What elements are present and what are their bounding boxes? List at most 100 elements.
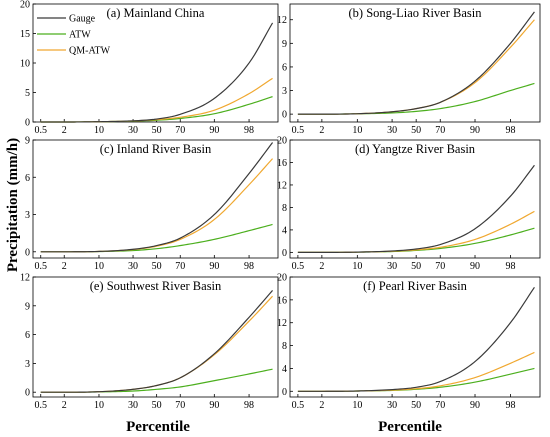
y-tick-label: 12 [20,273,30,284]
x-tick-label: 50 [152,125,162,136]
plot-frame [32,139,279,259]
y-tick-label: 15 [20,29,30,40]
x-tick-label: 98 [505,125,515,136]
x-tick-label: 0.5 [34,261,47,272]
series-line-gauge [40,142,274,253]
x-tick-label: 70 [435,400,445,411]
series-line-qm-atw [297,351,535,392]
panel-title: (b) Song-Liao River Basin [349,6,483,20]
x-tick-label: 2 [319,400,324,411]
x-tick-label: 50 [411,261,421,272]
y-tick-label: 3 [25,210,30,221]
series-line-gauge [297,164,535,253]
x-tick-label: 10 [352,261,362,272]
panel-6: (f) Pearl River Basin 0.5 2 10 30 50 70 90 98 0 4 8… [277,273,541,411]
legend-label-atw: ATW [69,30,91,41]
y-tick-label: 8 [282,203,287,214]
panel-3: (c) Inland River Basin 0.5 2 10 30 50 70 90 98 0 3… [25,136,279,272]
plot-frame [289,276,541,398]
y-tick-label: 3 [25,359,30,370]
x-tick-label: 30 [387,261,397,272]
x-tick-label: 10 [94,125,104,136]
x-tick-label: 98 [505,400,515,411]
x-tick-label: 30 [128,125,138,136]
x-tick-label: 98 [505,261,515,272]
series-line-atw [40,368,273,393]
x-tick-label: 2 [319,261,324,272]
y-tick-label: 4 [282,225,287,236]
y-tick-label: 6 [282,62,287,73]
x-tick-label: 2 [62,125,67,136]
panel-title: (f) Pearl River Basin [363,279,468,293]
plot-frame [32,276,279,398]
x-axis-title-right: Percentile [378,419,442,435]
x-tick-label: 10 [94,261,104,272]
x-tick-label: 30 [128,261,138,272]
panel-title: (c) Inland River Basin [100,142,212,156]
y-tick-label: 16 [277,158,287,169]
x-tick-label: 70 [175,261,185,272]
x-tick-label: 30 [387,400,397,411]
x-tick-label: 50 [411,125,421,136]
series-line-atw [297,82,535,115]
panel-title: (e) Southwest River Basin [90,279,222,293]
x-tick-label: 30 [387,125,397,136]
x-tick-label: 10 [352,125,362,136]
y-axis-title: Precipitation (mm/h) [5,138,21,272]
y-tick-label: 6 [25,173,30,184]
y-tick-label: 16 [277,295,287,306]
y-tick-label: 9 [25,136,30,147]
y-tick-label: 6 [25,330,30,341]
panel-1: (a) Mainland China 0.5 2 10 30 50 70 90 98 0 5 10 15… [20,0,279,136]
y-tick-label: 20 [277,136,287,147]
y-tick-label: 20 [20,0,30,11]
series-line-qm-atw [297,210,535,253]
x-tick-label: 90 [470,261,480,272]
y-tick-label: 4 [282,364,287,375]
plot-frame [289,139,541,259]
series-line-atw [40,223,273,253]
series-line-gauge [40,22,274,123]
series-line-qm-atw [40,295,273,393]
legend: Gauge ATW QM-ATW [37,14,111,57]
y-tick-label: 0 [282,248,287,259]
x-tick-label: 0.5 [34,125,47,136]
y-tick-label: 20 [277,273,287,284]
x-tick-label: 0.5 [34,400,47,411]
x-tick-label: 90 [209,400,219,411]
panel-4: (d) Yangtze River Basin 0.5 2 10 30 50 70 90 98 0… [277,136,541,272]
y-tick-label: 10 [20,59,30,70]
legend-label-gauge: Gauge [69,14,96,25]
panel-title: (a) Mainland China [107,6,205,20]
x-tick-label: 30 [128,400,138,411]
x-tick-label: 90 [209,125,219,136]
y-tick-label: 0 [25,247,30,258]
y-tick-label: 0 [282,387,287,398]
x-tick-label: 50 [152,400,162,411]
x-tick-label: 10 [352,400,362,411]
series-line-gauge [297,286,535,392]
x-tick-label: 98 [244,400,254,411]
x-tick-label: 0.5 [292,261,305,272]
y-tick-label: 0 [282,110,287,121]
x-tick-label: 90 [470,400,480,411]
series-line-gauge [40,290,274,393]
x-axis-title-left: Percentile [126,419,190,435]
y-tick-label: 5 [25,88,30,99]
y-tick-label: 12 [277,318,287,329]
y-tick-label: 9 [25,301,30,312]
y-tick-label: 9 [282,39,287,50]
y-tick-label: 12 [277,15,287,26]
x-tick-label: 70 [435,261,445,272]
panel-title: (d) Yangtze River Basin [355,142,476,156]
x-tick-label: 2 [62,400,67,411]
x-tick-label: 98 [244,261,254,272]
series-line-qm-atw [40,77,273,123]
series-line-qm-atw [40,158,273,253]
y-tick-label: 0 [25,388,30,399]
y-tick-label: 0 [25,118,30,129]
